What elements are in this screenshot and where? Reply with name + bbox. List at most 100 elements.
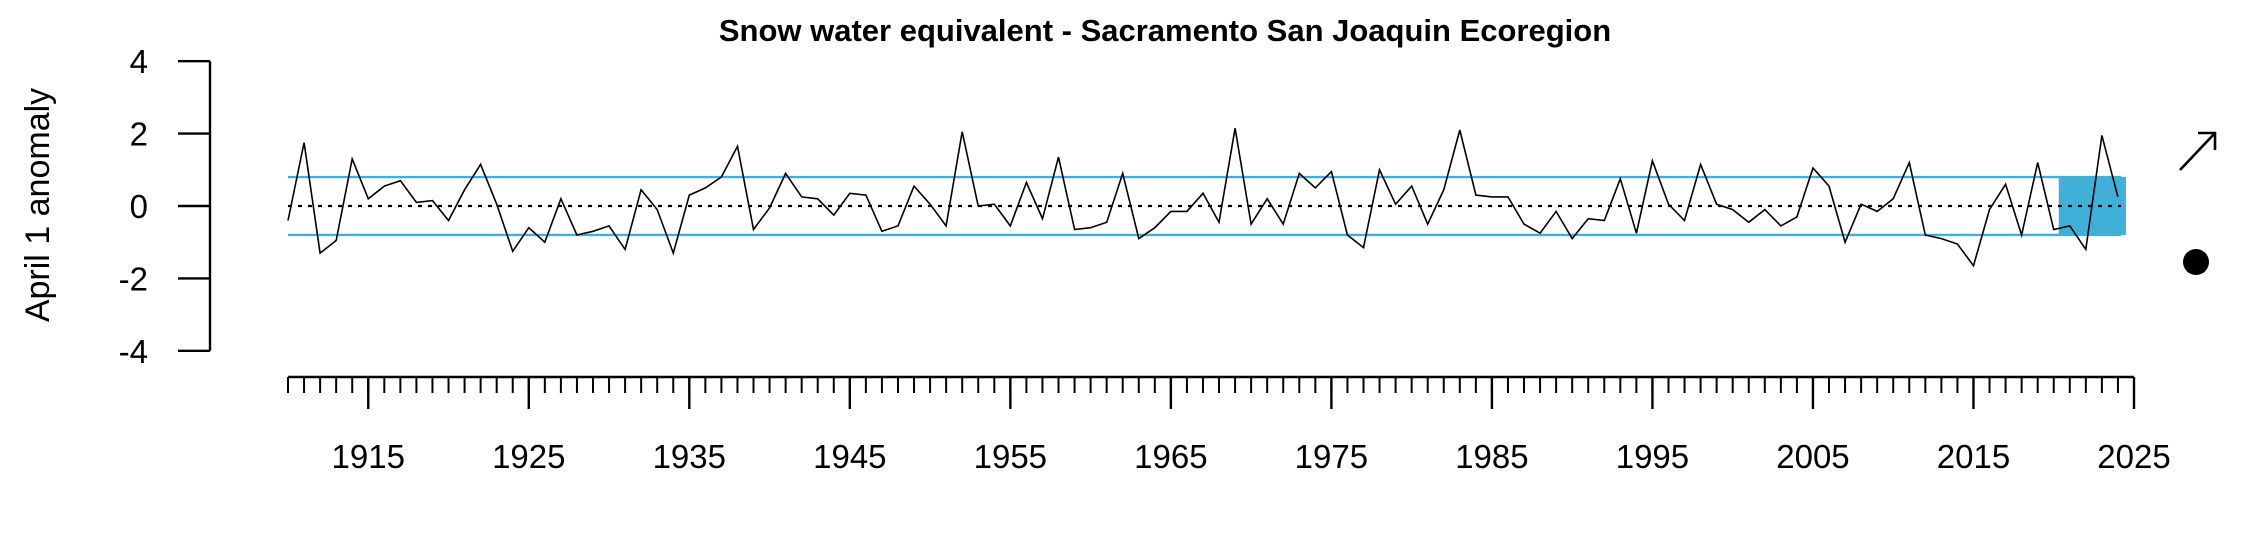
- data-point: [880, 229, 884, 233]
- data-point: [1008, 224, 1012, 228]
- data-point: [1104, 220, 1108, 224]
- data-point: [1538, 231, 1542, 235]
- status-dot-icon: [2183, 249, 2209, 275]
- data-point: [1730, 207, 1734, 211]
- data-point: [350, 157, 354, 161]
- data-point: [1393, 202, 1397, 206]
- data-point: [1827, 184, 1831, 188]
- data-point: [848, 191, 852, 195]
- data-point: [1281, 222, 1285, 226]
- data-point: [1345, 233, 1349, 237]
- data-point: [864, 193, 868, 197]
- series-layer: [286, 126, 2119, 268]
- data-point: [1297, 171, 1301, 175]
- data-point: [1682, 218, 1686, 222]
- x-tick-label: 1945: [813, 438, 886, 475]
- data-point: [1522, 222, 1526, 226]
- data-point: [382, 184, 386, 188]
- data-point: [976, 204, 980, 208]
- data-point: [1377, 168, 1381, 172]
- data-point: [1763, 207, 1767, 211]
- data-point: [687, 193, 691, 197]
- data-point: [1458, 128, 1462, 132]
- data-point: [286, 218, 290, 222]
- y-tick-label: 0: [130, 188, 148, 225]
- data-point: [302, 140, 306, 144]
- data-point: [2100, 133, 2104, 137]
- data-point: [430, 198, 434, 202]
- data-point: [591, 229, 595, 233]
- data-point: [1040, 216, 1044, 220]
- data-point: [2084, 247, 2088, 251]
- data-point: [607, 224, 611, 228]
- data-point: [960, 130, 964, 134]
- data-point: [767, 206, 771, 210]
- x-tick-label: 1925: [492, 438, 565, 475]
- data-point: [2035, 160, 2039, 164]
- data-point: [896, 224, 900, 228]
- y-tick-label: -4: [119, 333, 148, 370]
- data-point: [1265, 197, 1269, 201]
- data-point: [751, 227, 755, 231]
- data-point: [1955, 242, 1959, 246]
- data-point: [446, 218, 450, 222]
- data-point: [318, 251, 322, 255]
- data-point: [1811, 166, 1815, 170]
- data-point: [1987, 207, 1991, 211]
- data-point: [1329, 169, 1333, 173]
- data-point: [783, 171, 787, 175]
- data-point: [1024, 180, 1028, 184]
- data-point: [366, 197, 370, 201]
- data-point: [703, 186, 707, 190]
- data-point: [1056, 155, 1060, 159]
- data-point: [2003, 182, 2007, 186]
- data-point: [1072, 227, 1076, 231]
- data-point: [414, 200, 418, 204]
- data-point: [1923, 233, 1927, 237]
- data-point: [398, 178, 402, 182]
- data-point: [832, 213, 836, 217]
- data-point: [1698, 162, 1702, 166]
- x-tick-label: 2005: [1776, 438, 1849, 475]
- data-point: [1361, 245, 1365, 249]
- trend-arrow-icon: [2179, 132, 2216, 171]
- data-point: [1891, 197, 1895, 201]
- data-point: [1939, 236, 1943, 240]
- data-point: [1714, 202, 1718, 206]
- indicator-layer: [2179, 131, 2217, 275]
- x-tick-label: 1975: [1295, 438, 1368, 475]
- data-point: [1779, 224, 1783, 228]
- data-point: [1875, 209, 1879, 213]
- data-point: [1859, 202, 1863, 206]
- data-point: [1618, 177, 1622, 181]
- data-point: [543, 240, 547, 244]
- data-point: [2068, 224, 2072, 228]
- data-point: [334, 238, 338, 242]
- y-axis-label: April 1 anomaly: [19, 88, 57, 322]
- data-point: [1169, 209, 1173, 213]
- x-axis: 1915 1925 1935 1945 1955 1965 1975 1985 1995 2005…: [287, 375, 2171, 475]
- data-point: [1217, 220, 1221, 224]
- data-point: [575, 233, 579, 237]
- data-point: [639, 188, 643, 192]
- data-point: [928, 202, 932, 206]
- data-point: [1233, 126, 1237, 130]
- data-point: [1121, 171, 1125, 175]
- data-point: [816, 197, 820, 201]
- data-point: [1586, 216, 1590, 220]
- data-point: [1602, 218, 1606, 222]
- data-point: [1843, 240, 1847, 244]
- data-point: [1474, 193, 1478, 197]
- data-point: [1426, 222, 1430, 226]
- data-point: [494, 202, 498, 206]
- data-point: [559, 197, 563, 201]
- data-point: [1506, 195, 1510, 199]
- x-tick-label: 1935: [653, 438, 726, 475]
- data-point: [1971, 264, 1975, 268]
- y-tick-label: 2: [130, 116, 148, 153]
- series-line: [287, 128, 2119, 268]
- data-point: [527, 226, 531, 230]
- data-point: [719, 175, 723, 179]
- data-point: [1907, 160, 1911, 164]
- data-point: [912, 184, 916, 188]
